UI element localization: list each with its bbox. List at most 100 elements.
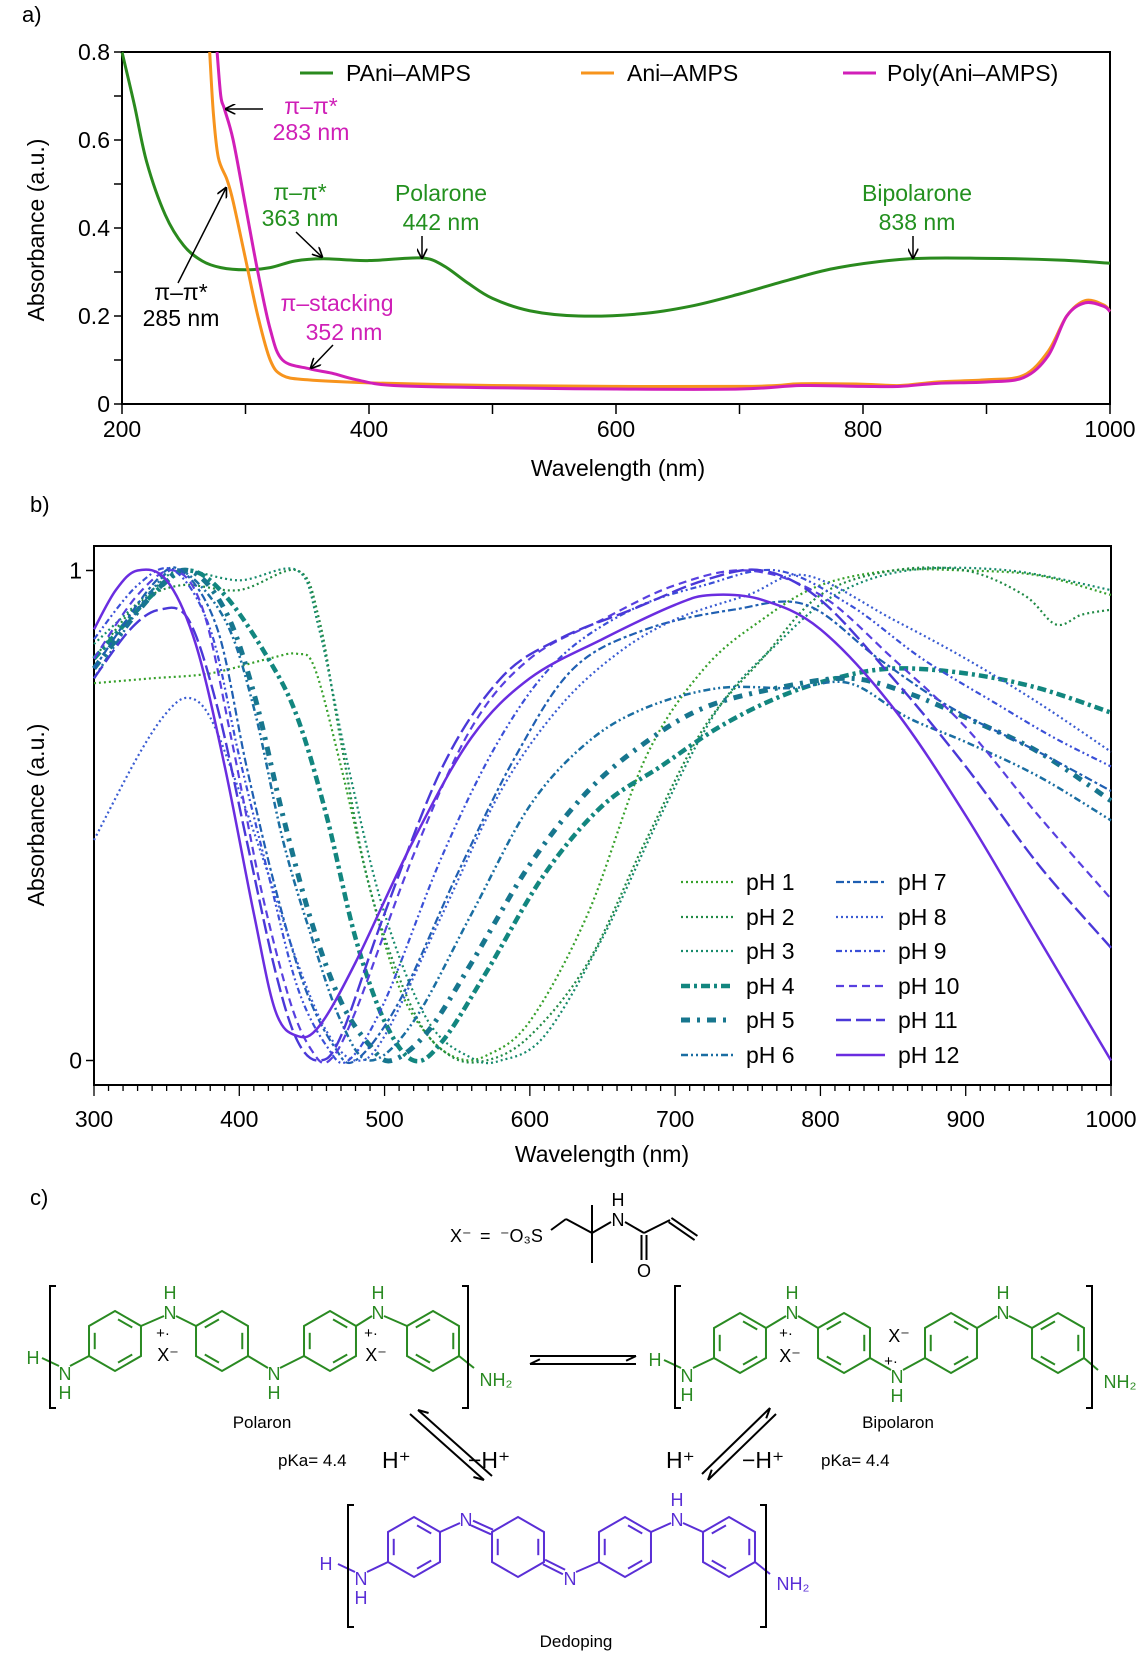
annotation-arrow bbox=[311, 344, 334, 368]
charge-plus: +· bbox=[779, 1325, 793, 1342]
ring-double-bond bbox=[742, 1320, 758, 1331]
series-line-ph-11 bbox=[93, 568, 1112, 1062]
x-tick-label: 400 bbox=[220, 1106, 258, 1132]
bond bbox=[1008, 1315, 1033, 1329]
arrow-head bbox=[625, 1355, 637, 1362]
annotation-polarone-title: Polarone bbox=[395, 180, 487, 206]
double-bond bbox=[670, 1217, 698, 1237]
ring-double-bond bbox=[627, 1559, 643, 1570]
atom-n: N bbox=[997, 1303, 1010, 1323]
arrow-head bbox=[529, 1358, 541, 1365]
benzene-ring bbox=[924, 1311, 978, 1375]
counterion-n: N bbox=[612, 1210, 625, 1230]
arrow-head bbox=[707, 1469, 713, 1481]
series-line-ani-amps bbox=[208, 51, 1112, 389]
benzene-ring bbox=[387, 1515, 441, 1579]
series-line-ph-9 bbox=[93, 566, 1112, 1065]
pka-right: pKa= 4.4 bbox=[821, 1451, 890, 1470]
counterion-h: H bbox=[612, 1190, 625, 1210]
counterion-x: X⁻ bbox=[365, 1345, 387, 1365]
annotation-285-title: π–π* bbox=[154, 279, 208, 305]
atom-n: N bbox=[355, 1569, 368, 1589]
atom-h: H bbox=[27, 1348, 40, 1368]
series-line-ph-2 bbox=[93, 566, 1112, 1064]
equilibrium-arrow-up-left bbox=[417, 1409, 493, 1477]
legend-a: PAni–AMPS Ani–AMPS Poly(Ani–AMPS) bbox=[300, 60, 1058, 86]
annotation-363-value: 363 nm bbox=[262, 205, 339, 231]
legend-label-ph-1: pH 1 bbox=[746, 869, 795, 895]
atom-n: N bbox=[164, 1303, 177, 1323]
legend-label-ani-amps: Ani–AMPS bbox=[627, 60, 738, 86]
minus-h-plus-right: −H⁺ bbox=[742, 1447, 784, 1473]
annotation-283-title: π–π* bbox=[284, 93, 338, 119]
panel-label-a: a) bbox=[22, 2, 42, 27]
counterion-x: X⁻ bbox=[888, 1326, 910, 1346]
y-tick-label: 0 bbox=[97, 391, 110, 417]
bond bbox=[439, 1522, 461, 1533]
axis-ticks-a: 200 400 600 800 1000 0 0.2 0.4 0.6 0.8 bbox=[78, 39, 1136, 442]
bond bbox=[797, 1315, 819, 1329]
atom-h: H bbox=[891, 1386, 904, 1406]
h-plus-left: H⁺ bbox=[382, 1447, 411, 1473]
annotation-polarone-value: 442 nm bbox=[403, 209, 480, 235]
double-bond bbox=[542, 1563, 564, 1576]
ring-double-bond bbox=[826, 1320, 842, 1331]
arrow-head bbox=[473, 1476, 485, 1481]
x-axis-label-b: Wavelength (nm) bbox=[515, 1141, 689, 1167]
benzene-ring bbox=[406, 1309, 460, 1373]
counterion-structure: X⁻ = ⁻O₃S N H O bbox=[450, 1190, 651, 1281]
bond bbox=[902, 1357, 926, 1371]
annotation-arrow bbox=[177, 188, 226, 284]
bond bbox=[682, 1522, 704, 1533]
x-tick-label: 400 bbox=[350, 416, 388, 442]
ring-double-bond bbox=[204, 1353, 220, 1364]
series-line-ph-1 bbox=[93, 568, 1112, 1062]
atom-h: H bbox=[355, 1588, 368, 1608]
annotation-stacking-title: π–stacking bbox=[280, 290, 393, 316]
bond bbox=[869, 1357, 892, 1371]
bond bbox=[765, 1315, 787, 1329]
x-tick-label: 800 bbox=[801, 1106, 839, 1132]
equilibrium-arrow-down-left bbox=[409, 1413, 485, 1481]
y-axis-label-a: Absorbance (a.u.) bbox=[23, 139, 49, 322]
bond bbox=[643, 1219, 671, 1234]
bond bbox=[692, 1357, 715, 1369]
chart-a: 200 400 600 800 1000 0 0.2 0.4 0.6 0.8 Wavelength… bbox=[23, 39, 1136, 481]
bond bbox=[383, 1315, 408, 1327]
atom-n: N bbox=[268, 1364, 281, 1384]
benzene-ring bbox=[702, 1515, 756, 1579]
double-bond bbox=[470, 1524, 492, 1536]
bond bbox=[650, 1522, 672, 1533]
panel-label-c: c) bbox=[30, 1185, 48, 1210]
bond bbox=[754, 1561, 771, 1575]
minus-h-plus-left: −H⁺ bbox=[468, 1447, 510, 1473]
counterion-o: O bbox=[637, 1261, 651, 1281]
x-tick-label: 600 bbox=[597, 416, 635, 442]
legend-label-ph-10: pH 10 bbox=[898, 973, 959, 999]
atom-n: N bbox=[59, 1364, 72, 1384]
ring-double-bond bbox=[332, 1353, 348, 1364]
annotation-arrow bbox=[295, 231, 322, 257]
ring-double-bond bbox=[826, 1355, 842, 1366]
y-tick-label: 0.6 bbox=[78, 127, 110, 153]
bipolaron-label: Bipolaron bbox=[862, 1413, 934, 1432]
annotation-arrows-a bbox=[177, 109, 913, 368]
atom-h: H bbox=[649, 1350, 662, 1370]
legend-label-ph-4: pH 4 bbox=[746, 973, 795, 999]
polaron-label: Polaron bbox=[233, 1413, 292, 1432]
series-group-b bbox=[92, 566, 1113, 1065]
series-line-ph-5 bbox=[92, 567, 1113, 1064]
bond bbox=[458, 1355, 475, 1369]
legend-label-pani-amps: PAni–AMPS bbox=[346, 60, 471, 86]
benzene-ring bbox=[88, 1309, 142, 1373]
legend-label-ph-8: pH 8 bbox=[898, 904, 947, 930]
bond bbox=[366, 1561, 389, 1573]
x-tick-label: 500 bbox=[365, 1106, 403, 1132]
benzene-ring bbox=[195, 1309, 249, 1373]
structure-atoms: HNHNH+·X⁻NHNH+·X⁻NH₂HNHNH+·X⁻NH+·X⁻NHNH₂… bbox=[27, 1283, 1137, 1608]
y-tick-label: 0.8 bbox=[78, 39, 110, 65]
ring-double-bond bbox=[953, 1320, 969, 1331]
atom-h: H bbox=[320, 1554, 333, 1574]
bond bbox=[976, 1315, 998, 1329]
